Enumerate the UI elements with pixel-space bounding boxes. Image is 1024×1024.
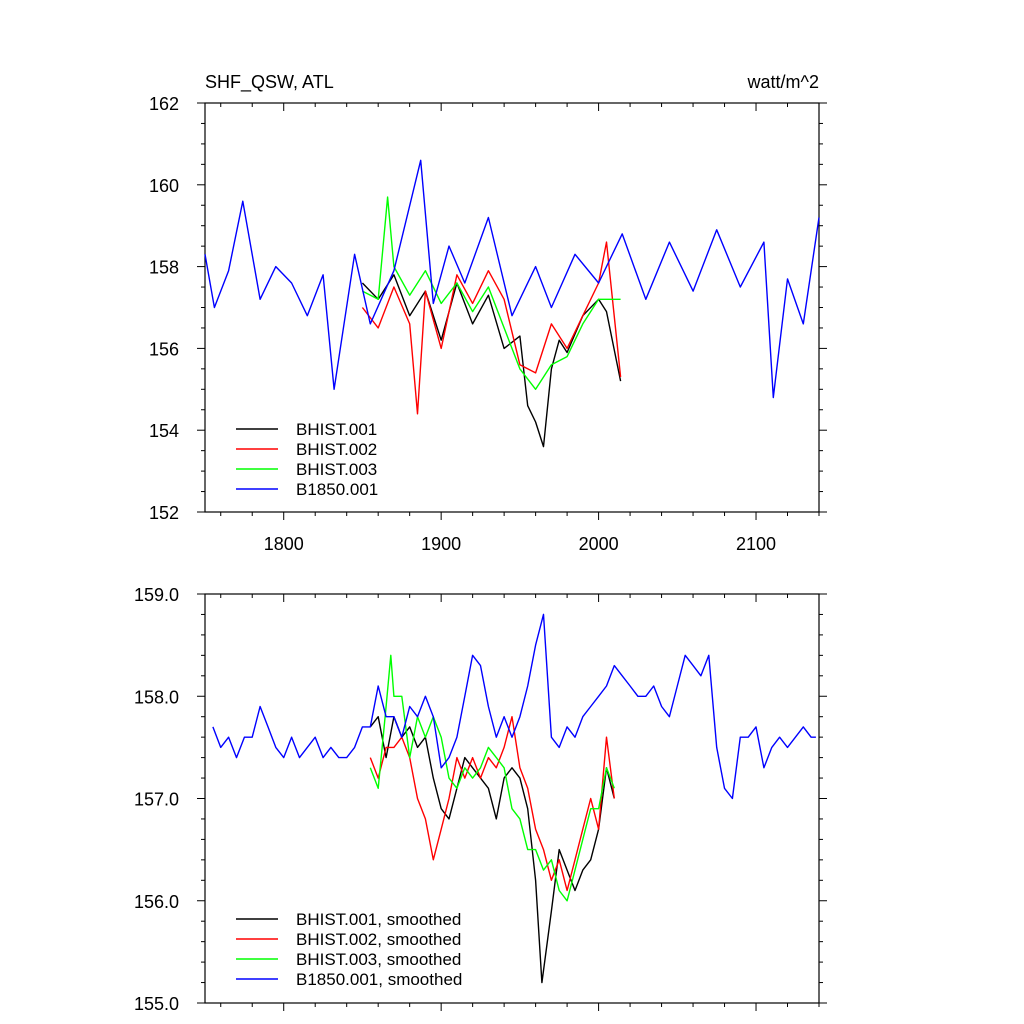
top-x-tick-label: 1900 — [421, 534, 461, 554]
top-chart-title: SHF_QSW, ATL — [205, 72, 334, 93]
top-series-group — [204, 159, 820, 448]
bottom-y-tick-label: 157.0 — [134, 790, 179, 810]
top-x-tick-label: 2000 — [579, 534, 619, 554]
bottom-series-line-3 — [369, 654, 615, 902]
bottom-series-line-4 — [212, 613, 816, 800]
bottom-legend-label: BHIST.001, smoothed — [296, 910, 461, 929]
top-series-line-1 — [361, 274, 622, 448]
top-x-tick-label: 2100 — [736, 534, 776, 554]
top-series-line-3 — [362, 196, 621, 390]
bottom-legend-label: BHIST.002, smoothed — [296, 930, 461, 949]
top-legend-label: B1850.001 — [296, 480, 378, 499]
top-y-tick-label: 156 — [149, 339, 179, 359]
top-y-tick-label: 154 — [149, 421, 179, 441]
top-axis-ticks: 1800 1900 2000 2100 152 154 156 158 160 162 — [149, 94, 827, 554]
top-x-tick-label: 1800 — [264, 534, 304, 554]
bottom-y-tick-label: 158.0 — [134, 687, 179, 707]
top-y-tick-label: 162 — [149, 94, 179, 114]
top-y-tick-label: 152 — [149, 503, 179, 523]
top-legend-label: BHIST.003 — [296, 460, 377, 479]
top-legend-label: BHIST.001 — [296, 420, 377, 439]
top-chart-units: watt/m^2 — [747, 72, 819, 92]
top-panel: SHF_QSW, ATL watt/m^2 1800 1900 2000 2100 15… — [149, 72, 827, 554]
bottom-y-tick-label: 156.0 — [134, 892, 179, 912]
bottom-panel: 155.0 156.0 157.0 158.0 159.0 BHIST.001, smo… — [134, 585, 827, 1014]
bottom-legend-label: BHIST.003, smoothed — [296, 950, 461, 969]
top-series-line-2 — [361, 241, 622, 415]
top-y-tick-label: 160 — [149, 176, 179, 196]
bottom-axis-ticks: 155.0 156.0 157.0 158.0 159.0 — [134, 585, 827, 1014]
bottom-y-tick-label: 155.0 — [134, 994, 179, 1014]
top-y-tick-label: 158 — [149, 258, 179, 278]
bottom-series-line-2 — [369, 716, 615, 892]
bottom-y-tick-label: 159.0 — [134, 585, 179, 605]
top-series-line-4 — [204, 159, 820, 399]
top-legend-label: BHIST.002 — [296, 440, 377, 459]
bottom-series-group — [212, 613, 816, 984]
bottom-series-line-1 — [369, 716, 615, 984]
bottom-legend-label: B1850.001, smoothed — [296, 970, 462, 989]
